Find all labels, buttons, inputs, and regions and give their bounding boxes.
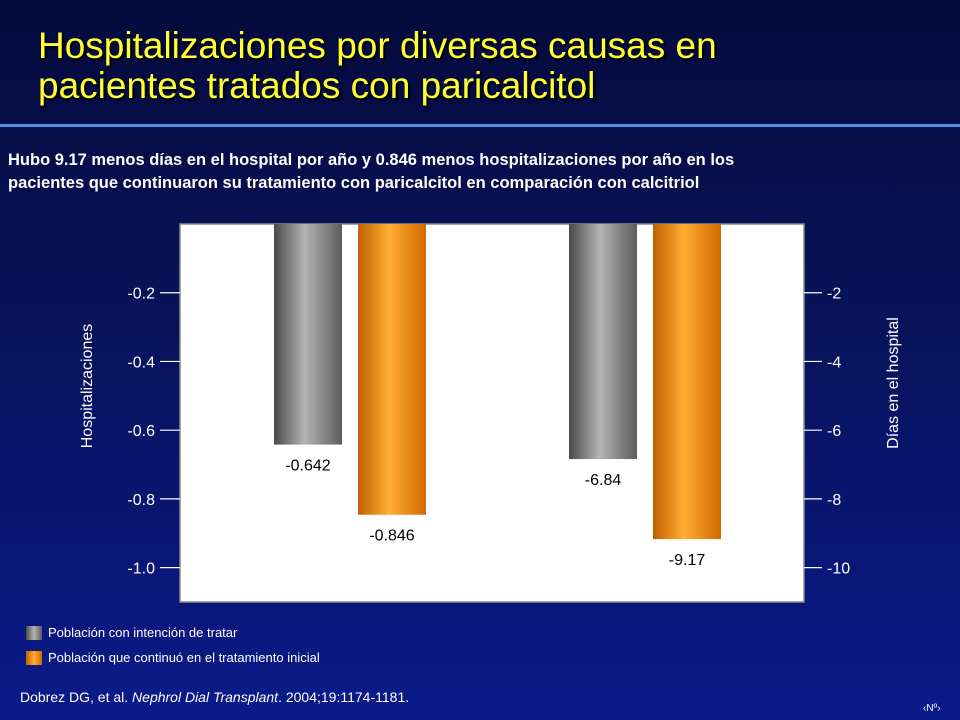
slide-title: Hospitalizaciones por diversas causas en…	[38, 26, 938, 106]
left-axis-tick-label: -0.6	[127, 423, 155, 440]
citation: Dobrez DG, et al. Nephrol Dial Transplan…	[20, 689, 409, 705]
citation-journal: Nephrol Dial Transplant	[132, 689, 279, 705]
bar-value-label: -9.17	[669, 552, 706, 569]
bar-itt	[569, 224, 637, 460]
legend-item-itt: Población con intención de tratar	[26, 625, 237, 640]
right-axis-title: Días en el hospital	[885, 317, 902, 449]
bar-value-label: -0.642	[285, 458, 330, 475]
legend-item-continued: Población que continuó en el tratamiento…	[26, 650, 320, 665]
slide-number: ‹Nº›	[923, 703, 941, 714]
right-axis-tick-label: -4	[827, 354, 841, 371]
bar-itt	[274, 224, 342, 445]
right-axis-tick-label: -2	[827, 286, 841, 303]
title-divider	[0, 124, 960, 127]
bar-continued	[653, 224, 721, 540]
left-axis-tick-label: -1.0	[127, 561, 155, 578]
legend-label-continued: Población que continuó en el tratamiento…	[48, 650, 320, 665]
legend-swatch-orange	[26, 650, 42, 665]
citation-authors: Dobrez DG, et al.	[20, 689, 133, 705]
right-axis-tick-label: -6	[827, 423, 841, 440]
subtitle-line-2: pacientes que continuaron su tratamiento…	[8, 174, 700, 192]
right-axis-tick-label: -10	[827, 561, 850, 578]
subtitle-line-1: Hubo 9.17 menos días en el hospital por …	[8, 151, 735, 169]
title-line-2: pacientes tratados con paricalcitol	[38, 65, 596, 106]
left-axis-title: Hospitalizaciones	[79, 324, 96, 449]
bar-continued	[358, 224, 426, 515]
right-axis-tick-label: -8	[827, 492, 841, 509]
title-line-1: Hospitalizaciones por diversas causas en	[38, 25, 717, 66]
legend-swatch-gray	[26, 625, 42, 640]
left-axis-tick-label: -0.8	[127, 492, 155, 509]
bar-value-label: -0.846	[369, 528, 414, 545]
left-axis-tick-label: -0.4	[127, 354, 155, 371]
left-axis-tick-label: -0.2	[127, 286, 155, 303]
citation-rest: . 2004;19:1174-1181.	[278, 689, 410, 705]
slide-subtitle: Hubo 9.17 menos días en el hospital por …	[8, 149, 953, 195]
bar-value-label: -6.84	[585, 472, 622, 489]
legend-label-itt: Población con intención de tratar	[48, 625, 238, 640]
